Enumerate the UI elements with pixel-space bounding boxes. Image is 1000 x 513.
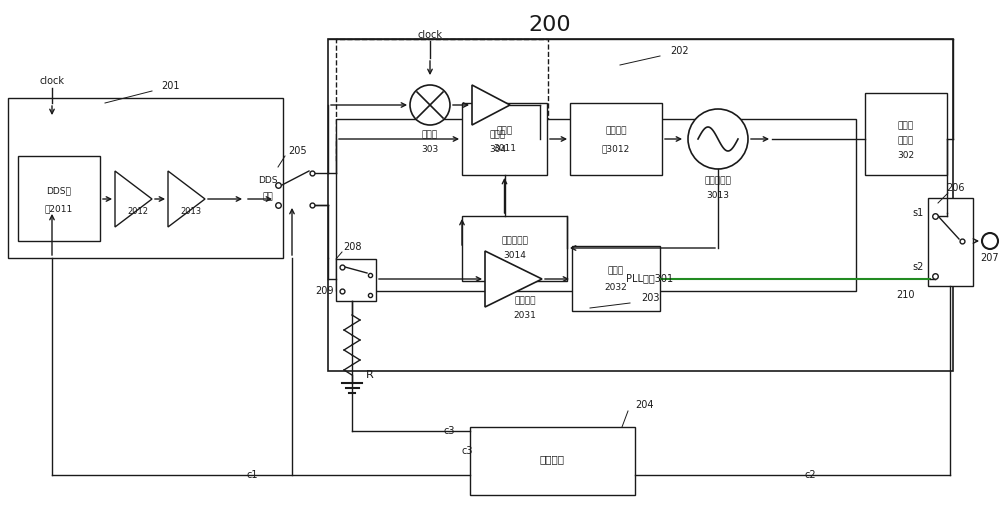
- Bar: [865, 93, 947, 175]
- Text: c2: c2: [804, 470, 816, 480]
- Text: 控制单元: 控制单元: [540, 454, 565, 464]
- Bar: [18, 156, 100, 241]
- Text: 环路滤波: 环路滤波: [605, 127, 627, 135]
- Text: 器3012: 器3012: [602, 145, 630, 153]
- Polygon shape: [115, 171, 152, 227]
- Text: 3014: 3014: [503, 251, 526, 261]
- Text: clock: clock: [418, 30, 442, 40]
- Circle shape: [688, 109, 748, 169]
- Text: 放大模块: 放大模块: [514, 297, 536, 306]
- Text: 频率变: 频率变: [898, 122, 914, 130]
- Text: 鉴相器: 鉴相器: [496, 127, 513, 135]
- Text: 3011: 3011: [493, 145, 516, 153]
- Text: 210: 210: [896, 290, 914, 300]
- Text: 块2011: 块2011: [45, 205, 73, 213]
- Text: 205: 205: [289, 146, 307, 156]
- Text: s1: s1: [912, 208, 924, 218]
- Text: 201: 201: [161, 81, 179, 91]
- Bar: [462, 103, 547, 175]
- Text: 208: 208: [343, 242, 361, 252]
- Text: R: R: [366, 370, 374, 380]
- Polygon shape: [472, 85, 510, 125]
- Text: c1: c1: [246, 470, 258, 480]
- Text: 2013: 2013: [180, 207, 202, 216]
- Text: 信号: 信号: [263, 192, 273, 202]
- Text: c3: c3: [444, 426, 455, 436]
- Text: s2: s2: [912, 262, 924, 272]
- Text: 换模块: 换模块: [898, 136, 914, 146]
- Bar: [336, 259, 376, 301]
- Bar: [470, 427, 635, 495]
- Text: 204: 204: [636, 400, 654, 410]
- Bar: [928, 198, 973, 286]
- Circle shape: [982, 233, 998, 249]
- Text: 206: 206: [946, 183, 964, 193]
- Text: 滤波器: 滤波器: [608, 266, 624, 275]
- Text: 2031: 2031: [514, 311, 536, 321]
- Text: 200: 200: [529, 15, 571, 35]
- Polygon shape: [485, 251, 542, 307]
- Text: 303: 303: [421, 146, 439, 154]
- Polygon shape: [168, 171, 205, 227]
- Text: 304: 304: [489, 146, 507, 154]
- Circle shape: [410, 85, 450, 125]
- Bar: [336, 119, 856, 291]
- Bar: [570, 103, 662, 175]
- Text: clock: clock: [40, 76, 64, 86]
- Text: 202: 202: [671, 46, 689, 56]
- Text: 207: 207: [981, 253, 999, 263]
- Bar: [328, 39, 953, 371]
- Text: 可变分频器: 可变分频器: [501, 236, 528, 246]
- Bar: [8, 98, 283, 258]
- Text: DDS模: DDS模: [47, 187, 71, 195]
- Text: 2032: 2032: [605, 283, 627, 291]
- Text: 缓冲器: 缓冲器: [490, 130, 506, 140]
- Text: PLL模块301: PLL模块301: [626, 273, 674, 283]
- Bar: [336, 39, 548, 161]
- Text: DDS: DDS: [258, 176, 278, 186]
- Text: 209: 209: [316, 286, 334, 296]
- Text: 混频器: 混频器: [422, 130, 438, 140]
- Text: 3013: 3013: [706, 191, 730, 201]
- Bar: [572, 246, 660, 311]
- Text: c3: c3: [462, 446, 474, 456]
- Text: 2012: 2012: [128, 207, 148, 216]
- Text: 压控振荡器: 压控振荡器: [705, 176, 731, 186]
- Bar: [462, 216, 567, 281]
- Text: 203: 203: [641, 293, 659, 303]
- Text: 302: 302: [897, 151, 915, 161]
